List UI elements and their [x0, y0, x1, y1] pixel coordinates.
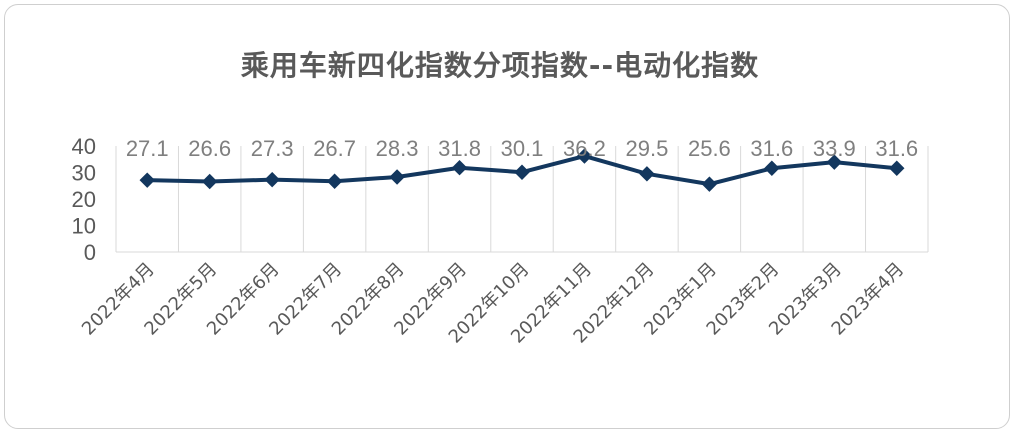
data-label: 26.6 — [188, 136, 231, 161]
y-tick-label: 40 — [72, 134, 96, 159]
data-label: 30.1 — [501, 136, 544, 161]
data-label: 29.5 — [626, 136, 669, 161]
data-point-marker — [264, 171, 280, 188]
y-tick-label: 0 — [84, 240, 96, 265]
data-point-marker — [764, 160, 780, 176]
data-point-marker — [576, 148, 593, 164]
data-point-marker — [701, 176, 718, 192]
data-label: 33.9 — [813, 136, 856, 161]
chart-title: 乘用车新四化指数分项指数--电动化指数 — [240, 49, 760, 82]
data-point-marker — [826, 154, 843, 170]
data-point-marker — [639, 166, 655, 182]
data-point-marker — [326, 173, 343, 189]
data-label: 25.6 — [688, 136, 731, 161]
chart-card — [4, 4, 1010, 429]
y-tick-label: 20 — [72, 187, 96, 212]
data-point-marker — [514, 164, 530, 180]
data-label: 27.1 — [126, 136, 169, 161]
data-point-marker — [389, 169, 405, 185]
y-tick-label: 30 — [72, 161, 96, 186]
data-label: 27.3 — [251, 136, 294, 161]
data-label: 31.6 — [875, 136, 918, 161]
data-point-marker — [201, 173, 218, 190]
data-point-marker — [889, 160, 905, 176]
data-label: 28.3 — [376, 136, 419, 161]
data-point-marker — [139, 172, 155, 188]
y-tick-label: 10 — [72, 214, 96, 239]
data-point-marker — [451, 160, 468, 176]
data-label: 31.8 — [438, 136, 481, 161]
data-label: 26.7 — [313, 136, 356, 161]
data-label: 36.2 — [563, 136, 606, 161]
data-label: 31.6 — [750, 136, 793, 161]
